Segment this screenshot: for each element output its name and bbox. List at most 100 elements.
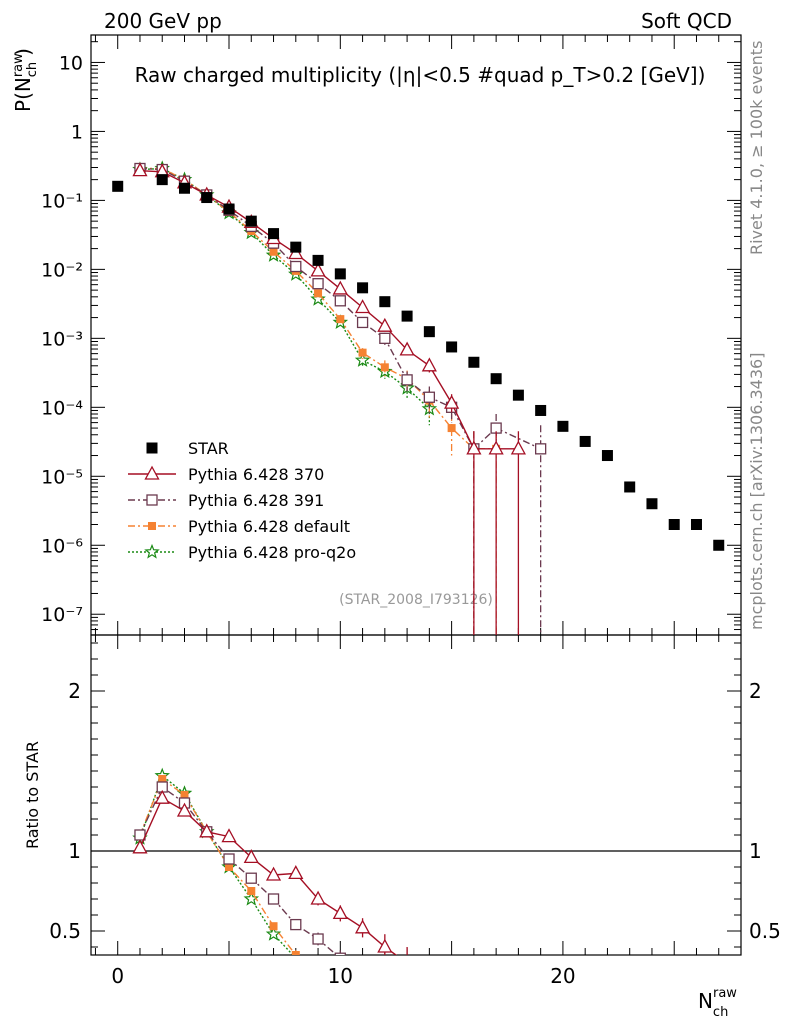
ratio-point-p370 — [265, 866, 282, 881]
point-p391 — [356, 316, 369, 329]
ratio-panel-frame — [90, 634, 742, 956]
point-p391 — [401, 374, 413, 386]
point-p370 — [444, 394, 460, 409]
ratio-point-p370 — [406, 954, 408, 955]
point-p370 — [310, 262, 326, 277]
point-star — [268, 228, 280, 240]
main-y-tick-label: 10⁻⁷ — [41, 604, 83, 626]
legend-marker-p391 — [146, 494, 158, 506]
point-star — [245, 215, 257, 227]
ratio-point-pdefault — [225, 863, 234, 871]
legend-entry-p370: Pythia 6.428 370 — [128, 465, 324, 484]
x-tick-label: 10 — [328, 964, 353, 988]
legend: STAR Pythia 6.428 370 Pythia 6.428 391 Pyth… — [128, 439, 356, 562]
ratio-point-pdefault — [291, 951, 300, 955]
point-p391 — [379, 332, 391, 344]
ratio-point-p370 — [154, 789, 170, 804]
point-p370 — [488, 440, 504, 455]
point-p370 — [332, 280, 348, 295]
rivet-label: Rivet 4.1.0, ≥ 100k events — [747, 41, 766, 255]
ratio-y-tick-label: 0.5 — [49, 919, 81, 943]
ratio-point-pdefault — [247, 887, 256, 895]
point-pq2o — [354, 352, 371, 367]
ratio-point-pdefault — [180, 791, 189, 799]
point-star — [401, 310, 413, 322]
point-star — [624, 481, 636, 493]
ratio-point-pq2o — [243, 890, 260, 906]
point-star — [713, 539, 725, 551]
ratio-point-pdefault — [269, 922, 278, 931]
ratio-axis-ticks: 0.5 0.51 12 20 10 20 — [49, 635, 781, 988]
point-star — [357, 282, 369, 294]
point-star — [535, 404, 547, 416]
main-y-tick-label: 10⁻² — [41, 259, 83, 281]
main-y-tick-label: 10⁻³ — [41, 328, 83, 350]
point-star — [601, 450, 613, 462]
main-y-axis-title: P(Nrawch) — [11, 48, 40, 112]
series-p391 — [134, 162, 547, 635]
legend-label-star: STAR — [188, 439, 229, 458]
ratio-point-p370 — [199, 823, 215, 838]
ratio-y-tick-label-right: 0.5 — [749, 919, 781, 943]
point-pdefault — [380, 363, 389, 372]
point-p370 — [421, 357, 437, 372]
point-p370 — [354, 299, 371, 314]
point-star — [223, 203, 235, 215]
point-star — [423, 326, 435, 338]
point-pdefault — [314, 289, 323, 298]
mcplots-label: mcplots.cern.ch [arXiv:1306.3436] — [747, 353, 766, 630]
ratio-point-p391 — [312, 933, 324, 945]
legend-marker-star — [146, 442, 158, 454]
point-p391 — [535, 443, 547, 455]
point-pdefault — [336, 315, 345, 324]
ratio-point-p370 — [132, 839, 148, 854]
point-pdefault — [447, 424, 456, 433]
series-line-p370 — [139, 169, 519, 450]
ratio-point-p370 — [377, 938, 393, 953]
point-star — [201, 192, 213, 204]
ratio-series-p391 — [134, 781, 346, 955]
point-star — [490, 373, 502, 385]
legend-marker-pdefault — [148, 522, 156, 530]
ratio-point-pdefault — [158, 775, 167, 783]
point-star — [112, 180, 124, 192]
legend-entry-star: STAR — [146, 439, 229, 458]
legend-entry-pq2o: Pythia 6.428 pro-q2o — [128, 543, 356, 562]
ratio-point-p370 — [176, 802, 193, 817]
point-star — [178, 182, 190, 194]
point-star — [668, 519, 680, 530]
point-p370 — [510, 440, 526, 455]
series-pq2o — [132, 160, 438, 426]
point-star — [690, 519, 702, 530]
ratio-point-p391 — [223, 853, 235, 865]
x-tick-label: 0 — [111, 964, 124, 988]
main-y-tick-label: 10 — [59, 52, 83, 74]
ratio-y-tick-label-right: 1 — [749, 839, 762, 863]
chart-title: Raw charged multiplicity (|η|<0.5 #quad … — [135, 63, 706, 87]
point-pdefault — [358, 348, 367, 357]
ratio-point-p370 — [354, 919, 371, 934]
ratio-y-tick-label-right: 2 — [749, 679, 762, 703]
legend-entry-p391: Pythia 6.428 391 — [128, 491, 324, 510]
ratio-point-p391 — [290, 918, 302, 931]
point-star — [468, 356, 480, 368]
point-star — [579, 435, 591, 447]
ratio-line-p391 — [139, 785, 338, 955]
legend-marker-pq2o — [144, 543, 160, 559]
ratio-y-axis-title: Ratio to STAR — [23, 741, 42, 849]
point-star — [379, 296, 391, 308]
ratio-point-p391 — [245, 872, 257, 884]
legend-label-p370: Pythia 6.428 370 — [188, 465, 324, 484]
ratio-point-p391 — [334, 952, 346, 955]
legend-label-p391: Pythia 6.428 391 — [188, 491, 324, 510]
point-p391 — [423, 391, 436, 403]
point-star — [334, 268, 346, 280]
point-p391 — [334, 295, 346, 307]
point-p370 — [466, 440, 482, 455]
series-line-pdefault — [139, 167, 497, 450]
point-p391 — [290, 260, 302, 273]
ratio-series-layer — [132, 767, 408, 955]
point-star — [446, 341, 458, 353]
category-label: Soft QCD — [641, 9, 732, 33]
